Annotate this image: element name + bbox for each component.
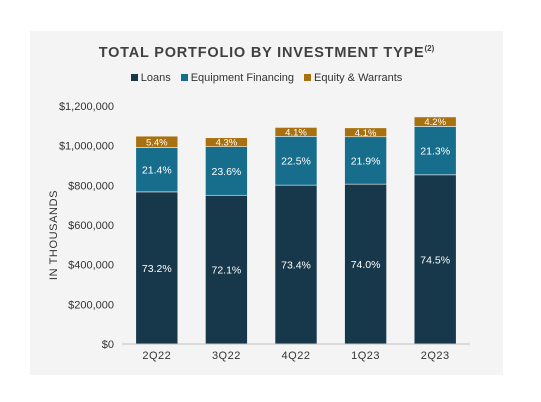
legend-label: Equipment Financing <box>190 72 295 84</box>
data-label: 21.9% <box>351 155 381 167</box>
x-tick-label: 4Q22 <box>282 350 311 362</box>
data-label: 4.1% <box>355 128 377 139</box>
bar-segment-equipment-financing <box>344 136 387 185</box>
x-tick-label: 2Q22 <box>142 350 171 362</box>
y-tick-label: $0 <box>102 339 114 351</box>
x-tick-label: 3Q22 <box>212 350 241 362</box>
bar-segment-loans <box>344 183 387 345</box>
y-tick-label: $400,000 <box>68 260 114 272</box>
bar-segment-equipment-financing <box>135 147 179 193</box>
y-tick-label: $200,000 <box>68 299 114 311</box>
bar-segment-loans <box>135 191 179 345</box>
bar-segment-equity-warrants <box>413 116 457 127</box>
data-label: 23.6% <box>212 166 242 178</box>
x-tick-label: 2Q23 <box>421 350 450 362</box>
data-label: 5.4% <box>146 137 168 148</box>
chart-title-footnote: (2) <box>424 44 435 53</box>
legend-swatch <box>304 74 312 81</box>
y-tick-label: $1,000,000 <box>59 141 114 153</box>
data-label: 21.4% <box>142 165 172 177</box>
y-axis-title: IN THOUSANDS <box>48 190 60 280</box>
legend-label: Equity & Warrants <box>314 72 403 84</box>
legend-item-0: Loans <box>130 72 171 84</box>
bar-segment-equipment-financing <box>205 146 248 196</box>
data-label: 72.1% <box>212 265 242 277</box>
bar-segment-loans <box>205 194 248 345</box>
legend-swatch <box>130 74 138 81</box>
bar-segment-loans <box>274 184 318 345</box>
data-label: 4.2% <box>424 117 446 128</box>
x-tick-label: 1Q23 <box>351 350 380 362</box>
y-tick-label: $1,200,000 <box>59 101 114 113</box>
legend-swatch <box>180 74 188 81</box>
chart-legend: Loans Equipment Financing Equity & Warrant… <box>30 72 503 84</box>
data-label: 74.5% <box>420 254 450 266</box>
bar-segment-equipment-financing <box>413 126 457 176</box>
y-tick-label: $600,000 <box>68 220 114 232</box>
legend-item-2: Equity & Warrants <box>304 72 402 84</box>
data-label: 74.0% <box>351 259 381 271</box>
bar-segment-equity-warrants <box>344 127 387 138</box>
bar-segment-equity-warrants <box>135 135 179 148</box>
data-label: 73.4% <box>281 260 311 272</box>
data-label: 4.1% <box>285 127 307 138</box>
chart-title-text: TOTAL PORTFOLIO BY INVESTMENT TYPE <box>98 44 425 61</box>
y-tick-label: $800,000 <box>68 180 114 192</box>
chart-title: TOTAL PORTFOLIO BY INVESTMENT TYPE(2) <box>30 44 503 61</box>
data-label: 22.5% <box>281 156 311 168</box>
data-label: 4.3% <box>216 138 238 149</box>
data-label: 73.2% <box>142 263 172 275</box>
bar-segment-equity-warrants <box>205 137 248 147</box>
legend-label: Loans <box>140 72 171 84</box>
bar-segment-equity-warrants <box>274 127 318 137</box>
legend-item-1: Equipment Financing <box>180 72 295 84</box>
data-label: 21.3% <box>420 146 450 158</box>
bar-segment-equipment-financing <box>274 136 318 186</box>
